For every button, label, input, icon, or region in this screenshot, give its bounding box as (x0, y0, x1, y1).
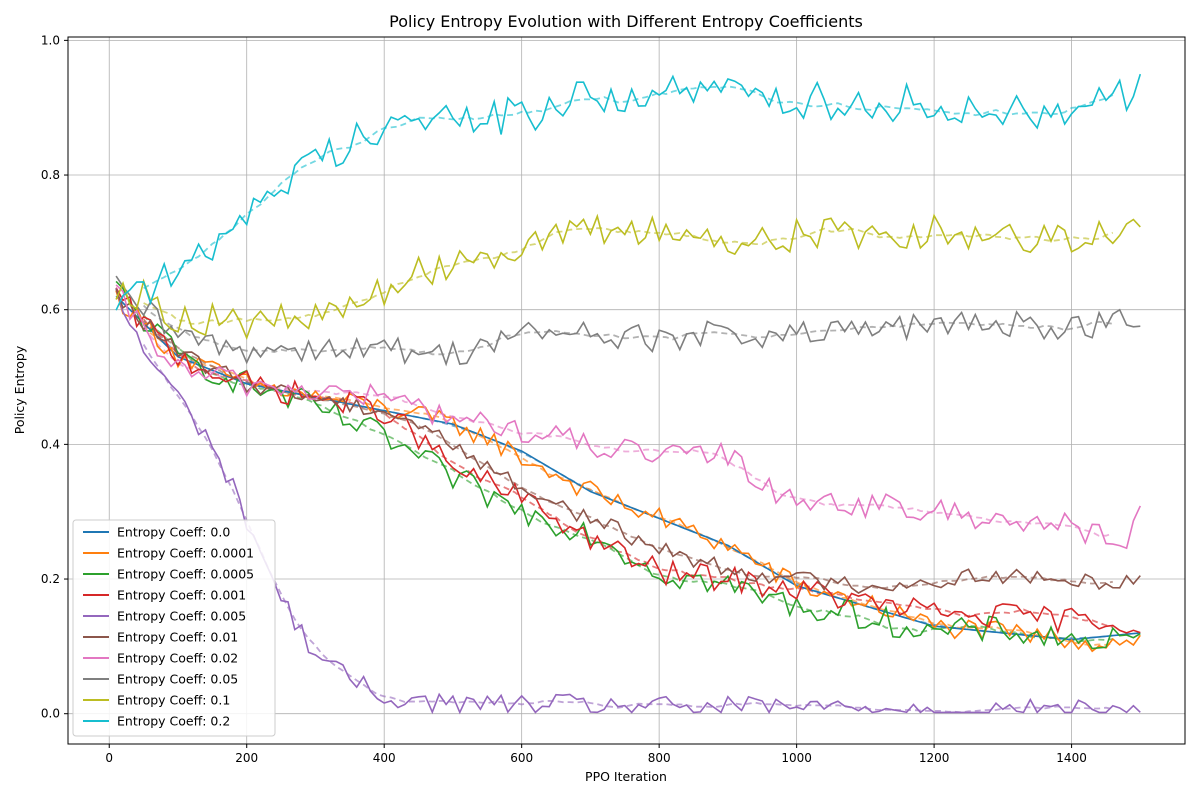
legend-label-0: Entropy Coeff: 0.0 (117, 525, 230, 540)
series-line-0 (115, 295, 1141, 641)
trend-line-1 (142, 324, 1113, 647)
legend-label-9: Entropy Coeff: 0.2 (117, 714, 230, 729)
y-axis-label: Policy Entropy (12, 345, 27, 434)
series-line-7 (115, 275, 1141, 367)
series-lines (115, 73, 1142, 715)
x-tick-label: 400 (373, 751, 396, 765)
legend: Entropy Coeff: 0.0 Entropy Coeff: 0.0001 E… (72, 519, 276, 737)
y-tick-label: 1.0 (41, 33, 60, 47)
trend-line-8 (143, 227, 1114, 325)
legend-box (72, 519, 276, 737)
x-tick-label: 1000 (781, 751, 812, 765)
x-tick-label: 600 (510, 751, 533, 765)
legend-label-1: Entropy Coeff: 0.0001 (117, 546, 254, 561)
series-line-8 (115, 213, 1141, 341)
legend-label-6: Entropy Coeff: 0.02 (117, 651, 238, 666)
series-line-9 (115, 73, 1142, 311)
y-tick-label: 0.0 (41, 707, 60, 721)
x-tick-label: 1200 (919, 751, 950, 765)
y-axis-ticks: 0.0 0.2 0.4 0.6 0.8 1.0 (41, 33, 68, 721)
trend-line-4 (142, 344, 1113, 714)
x-axis-ticks: 0 200 400 600 800 1000 1200 1400 (105, 744, 1087, 765)
x-axis-label: PPO Iteration (585, 769, 667, 784)
y-tick-label: 0.8 (41, 168, 60, 182)
legend-label-2: Entropy Coeff: 0.0005 (117, 567, 254, 582)
x-tick-label: 800 (648, 751, 671, 765)
plot-frame (67, 36, 1186, 745)
series-line-6 (115, 284, 1142, 550)
legend-label-3: Entropy Coeff: 0.001 (117, 588, 246, 603)
chart-title: Policy Entropy Evolution with Different … (389, 12, 863, 31)
series-line-3 (115, 287, 1141, 635)
series-line-4 (115, 288, 1141, 715)
y-tick-label: 0.6 (41, 303, 60, 317)
y-tick-label: 0.4 (41, 437, 60, 451)
x-tick-label: 200 (235, 751, 258, 765)
legend-label-8: Entropy Coeff: 0.1 (117, 693, 230, 708)
y-tick-label: 0.2 (41, 572, 60, 586)
legend-label-5: Entropy Coeff: 0.01 (117, 630, 238, 645)
x-tick-label: 1400 (1056, 751, 1087, 765)
x-tick-label: 0 (105, 751, 113, 765)
legend-label-4: Entropy Coeff: 0.005 (117, 609, 246, 624)
legend-label-7: Entropy Coeff: 0.05 (117, 672, 238, 687)
series-line-1 (115, 290, 1141, 653)
